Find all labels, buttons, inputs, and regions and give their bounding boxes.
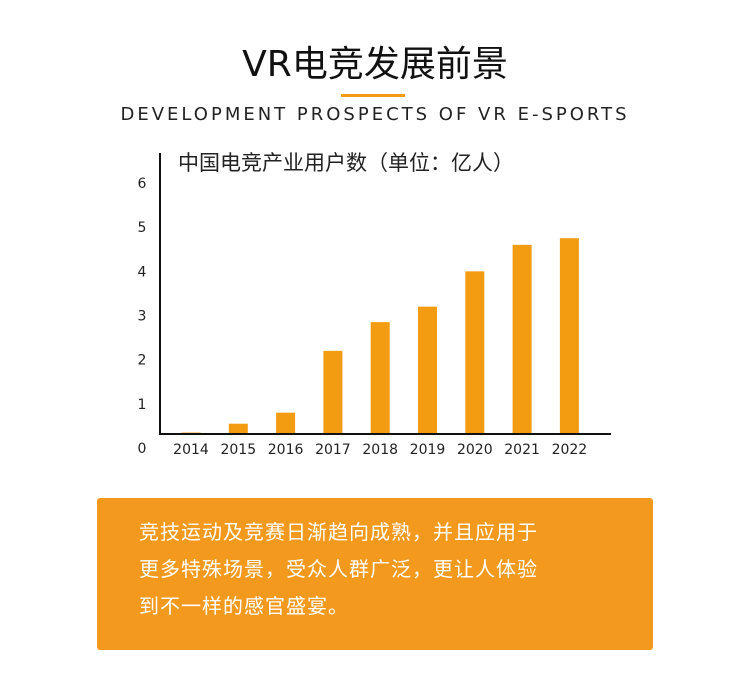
page-title: VR电竞发展前景 <box>242 44 508 85</box>
title-underline <box>341 94 405 97</box>
chart-title: 中国电竞产业用户数（单位：亿人） <box>178 151 514 175</box>
info-line-3: 到不一样的感官盛宴。 <box>139 594 349 618</box>
bar <box>465 271 485 434</box>
y-tick-label: 1 <box>138 397 147 413</box>
y-tick-label: 0 <box>138 441 147 457</box>
x-tick-label: 2017 <box>315 442 351 458</box>
bar-series <box>181 238 579 434</box>
bar <box>276 412 296 434</box>
info-line-1: 竞技运动及竞赛日渐趋向成熟，并且应用于 <box>139 520 538 544</box>
page-subtitle: DEVELOPMENT PROSPECTS OF VR E-SPORTS <box>120 104 630 125</box>
y-tick-label: 2 <box>138 353 147 369</box>
info-box: 竞技运动及竞赛日渐趋向成熟，并且应用于 更多特殊场景，受众人群广泛，更让人体验 … <box>97 498 653 650</box>
x-tick-label: 2014 <box>173 442 209 458</box>
x-tick-label: 2021 <box>504 442 540 458</box>
bar <box>228 423 248 434</box>
bar <box>370 322 390 434</box>
bar <box>512 244 532 434</box>
x-tick-label: 2015 <box>220 442 256 458</box>
info-line-2: 更多特殊场景，受众人群广泛，更让人体验 <box>139 557 538 581</box>
x-tick-label: 2020 <box>457 442 493 458</box>
y-tick-label: 4 <box>138 264 147 280</box>
bar-chart: 0 1 2 3 4 5 6 2014 2015 2016 2017 2018 2019 2020 2021… <box>138 153 611 458</box>
y-tick-label: 6 <box>138 176 147 192</box>
y-axis-tick-labels: 0 1 2 3 4 5 6 <box>138 176 147 457</box>
bar <box>323 350 343 434</box>
y-tick-label: 3 <box>138 309 147 325</box>
x-tick-label: 2018 <box>362 442 398 458</box>
x-axis-tick-labels: 2014 2015 2016 2017 2018 2019 2020 2021 2022 <box>173 442 587 458</box>
bar <box>559 238 579 434</box>
x-tick-label: 2019 <box>410 442 446 458</box>
x-tick-label: 2022 <box>552 442 588 458</box>
bar <box>418 306 437 434</box>
y-tick-label: 5 <box>138 220 147 236</box>
x-tick-label: 2016 <box>268 442 304 458</box>
